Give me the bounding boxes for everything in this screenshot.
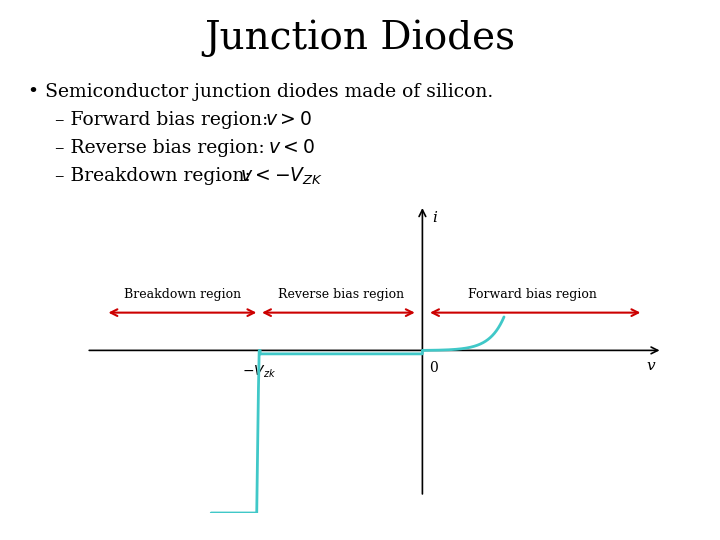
Text: $v > 0$: $v > 0$ — [265, 111, 312, 129]
Text: Forward bias region: Forward bias region — [469, 288, 597, 301]
Text: Junction Diodes: Junction Diodes — [204, 19, 516, 57]
Text: 0: 0 — [429, 361, 438, 375]
Text: i: i — [432, 211, 437, 225]
Text: • Semiconductor junction diodes made of silicon.: • Semiconductor junction diodes made of … — [28, 83, 493, 101]
Text: – Forward bias region:: – Forward bias region: — [55, 111, 274, 129]
Text: $- V_{zk}$: $- V_{zk}$ — [242, 363, 276, 380]
Text: Breakdown region: Breakdown region — [124, 288, 241, 301]
Text: Reverse bias region: Reverse bias region — [278, 288, 404, 301]
Text: $v < 0$: $v < 0$ — [268, 139, 315, 157]
Text: $v < - V_{ZK}$: $v < - V_{ZK}$ — [240, 165, 323, 187]
Text: – Breakdown region:: – Breakdown region: — [55, 167, 257, 185]
Text: – Reverse bias region:: – Reverse bias region: — [55, 139, 271, 157]
Text: v: v — [646, 359, 654, 373]
